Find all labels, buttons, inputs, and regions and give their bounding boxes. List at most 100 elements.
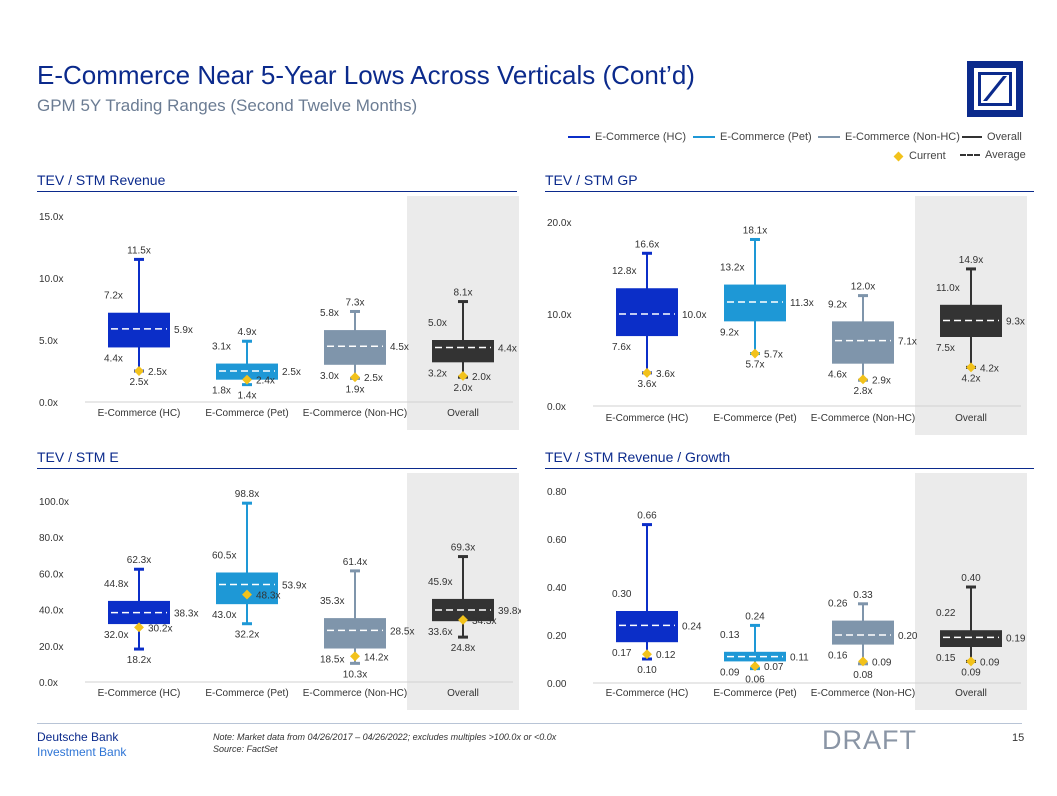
- label-current-hc: 0.12: [656, 650, 676, 661]
- label-q1-pet: 0.09: [720, 667, 740, 678]
- current-marker-overall: [966, 362, 976, 373]
- legend-label-average: Average: [985, 149, 1026, 161]
- label-q1-overall: 3.2x: [428, 368, 447, 379]
- y-tick-label: 0.60: [547, 535, 567, 546]
- category-label-hc: E-Commerce (HC): [98, 408, 181, 419]
- label-max-nonhc: 7.3x: [346, 297, 365, 308]
- current-marker-pet: [242, 374, 252, 385]
- label-max-overall: 69.3x: [451, 543, 475, 554]
- category-label-nonhc: E-Commerce (Non-HC): [303, 408, 407, 419]
- label-min-overall: 4.2x: [962, 373, 981, 384]
- label-q1-pet: 1.8x: [212, 386, 231, 397]
- label-q3-pet: 3.1x: [212, 342, 231, 353]
- legend-line-pet: [693, 136, 715, 138]
- label-min-hc: 18.2x: [127, 655, 151, 666]
- label-q3-nonhc: 35.3x: [320, 596, 344, 607]
- label-q3-pet: 0.13: [720, 630, 740, 641]
- current-marker-nonhc: [350, 651, 360, 662]
- label-max-pet: 98.8x: [235, 489, 259, 500]
- y-tick-label: 0.00: [547, 679, 567, 690]
- category-label-hc: E-Commerce (HC): [606, 413, 689, 424]
- legend-item-average: Average: [960, 149, 1026, 161]
- current-marker-nonhc: [350, 372, 360, 383]
- label-q1-nonhc: 0.16: [828, 651, 848, 662]
- label-avg-hc: 0.24: [682, 621, 702, 632]
- category-label-pet: E-Commerce (Pet): [205, 688, 288, 699]
- label-current-nonhc: 2.5x: [364, 373, 383, 384]
- label-min-nonhc: 2.8x: [854, 386, 873, 397]
- label-max-nonhc: 61.4x: [343, 557, 367, 568]
- category-label-overall: Overall: [447, 688, 479, 699]
- label-q3-pet: 60.5x: [212, 550, 236, 561]
- box-nonhc: [832, 620, 894, 645]
- label-min-pet: 0.06: [745, 675, 765, 686]
- label-q1-overall: 7.5x: [936, 343, 955, 354]
- legend-line-hc: [568, 136, 590, 138]
- label-min-hc: 3.6x: [638, 379, 657, 390]
- label-q3-nonhc: 0.26: [828, 599, 848, 610]
- chart-title-growth: TEV / STM Revenue / Growth: [545, 449, 731, 465]
- label-q3-hc: 7.2x: [104, 291, 123, 302]
- label-current-nonhc: 2.9x: [872, 375, 891, 386]
- y-tick-label: 40.0x: [39, 606, 63, 617]
- current-marker-nonhc: [858, 656, 868, 667]
- box-hc: [616, 611, 678, 643]
- label-avg-pet: 53.9x: [282, 580, 306, 591]
- label-min-nonhc: 0.08: [853, 670, 873, 681]
- page-subtitle: GPM 5Y Trading Ranges (Second Twelve Mon…: [37, 96, 418, 115]
- current-marker-hc: [642, 367, 652, 378]
- footer-note: Note: Market data from 04/26/2017 – 04/2…: [213, 731, 556, 755]
- chart-title-revenue: TEV / STM Revenue: [37, 172, 166, 188]
- label-q3-hc: 44.8x: [104, 579, 128, 590]
- chart-tev-stm-gp: 0.0x 10.0x 20.0x 16.6x 12.8x 10.0x 7.6x 3.6x3.6…: [547, 196, 1027, 435]
- current-marker-nonhc: [858, 374, 868, 385]
- legend-item-overall: Overall: [962, 131, 1022, 143]
- current-marker-pet: [750, 348, 760, 359]
- label-current-pet: 2.4x: [256, 376, 275, 387]
- label-max-hc: 16.6x: [635, 239, 659, 250]
- label-avg-overall: 9.3x: [1006, 316, 1025, 327]
- y-tick-label: 0.20: [547, 631, 567, 642]
- label-current-overall: 4.2x: [980, 363, 999, 374]
- box-nonhc: [324, 330, 386, 365]
- label-q1-nonhc: 4.6x: [828, 370, 847, 381]
- label-max-overall: 0.40: [961, 573, 981, 584]
- y-tick-label: 10.0x: [39, 274, 63, 285]
- label-q1-hc: 32.0x: [104, 630, 128, 641]
- label-avg-pet: 0.11: [790, 653, 809, 664]
- y-tick-label: 15.0x: [39, 212, 63, 223]
- label-max-nonhc: 12.0x: [851, 282, 875, 293]
- legend-label-overall: Overall: [987, 131, 1022, 143]
- label-avg-nonhc: 0.20: [898, 631, 918, 642]
- footer-unit: Investment Bank: [37, 745, 127, 759]
- label-max-pet: 18.1x: [743, 225, 767, 236]
- label-q3-hc: 0.30: [612, 589, 632, 600]
- label-max-overall: 8.1x: [454, 288, 473, 299]
- category-label-overall: Overall: [955, 413, 987, 424]
- y-tick-label: 0.0x: [39, 398, 58, 409]
- legend-label-pet: E-Commerce (Pet): [720, 131, 812, 143]
- label-q3-overall: 45.9x: [428, 577, 452, 588]
- legend-label-current: Current: [909, 150, 946, 162]
- label-max-hc: 0.66: [637, 511, 657, 522]
- label-current-pet: 0.07: [764, 662, 784, 673]
- box-nonhc: [324, 618, 386, 649]
- label-q3-nonhc: 5.8x: [320, 308, 339, 319]
- label-min-nonhc: 1.9x: [346, 384, 365, 395]
- label-avg-nonhc: 7.1x: [898, 337, 917, 348]
- label-min-pet: 32.2x: [235, 630, 259, 641]
- label-avg-overall: 39.8x: [498, 606, 521, 617]
- category-label-nonhc: E-Commerce (Non-HC): [811, 688, 915, 699]
- label-avg-pet: 11.3x: [790, 298, 814, 309]
- page-number: 15: [1012, 732, 1025, 744]
- section-rule-growth: [545, 468, 1034, 469]
- y-tick-label: 0.0x: [547, 402, 566, 413]
- y-tick-label: 20.0x: [39, 642, 63, 653]
- label-q1-hc: 0.17: [612, 648, 632, 659]
- legend-item-pet: E-Commerce (Pet): [693, 131, 812, 143]
- section-rule-ebitda: [37, 468, 517, 469]
- box-hc: [108, 312, 170, 348]
- page-title: E-Commerce Near 5-Year Lows Across Verti…: [37, 60, 695, 90]
- label-q1-pet: 9.2x: [720, 327, 739, 338]
- legend-item-hc: E-Commerce (HC): [568, 131, 686, 143]
